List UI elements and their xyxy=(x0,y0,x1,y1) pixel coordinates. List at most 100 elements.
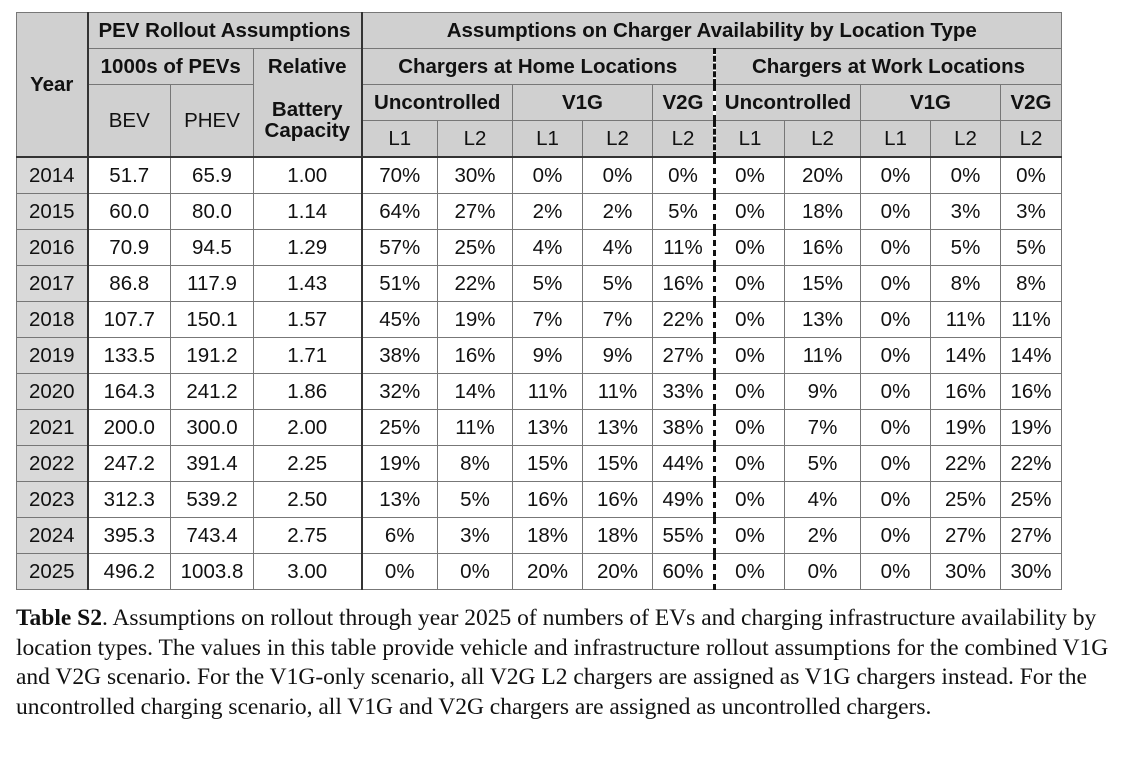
work-v2g-header: V2G xyxy=(1000,84,1062,121)
work-v2g-l2-cell: 19% xyxy=(1000,409,1062,446)
home-uncontrolled-l2-cell: 14% xyxy=(437,373,513,410)
home-v1g-l1-cell: 16% xyxy=(512,481,583,518)
bev-cell: 312.3 xyxy=(87,481,171,518)
home-v1g-l1-cell: 13% xyxy=(512,409,583,446)
work-v1g-l2-cell: 22% xyxy=(930,445,1001,482)
rollout-assumptions-table: Year PEV Rollout Assumptions Assumptions… xyxy=(16,12,1062,590)
battery-capacity-header: Battery Capacity xyxy=(253,84,363,158)
work-uncontrolled-l2-cell: 9% xyxy=(784,373,861,410)
home-uncontrolled-l2-cell: 22% xyxy=(437,265,513,302)
home-v1g-l1-cell: 15% xyxy=(512,445,583,482)
home-uncontrolled-l1-cell: 70% xyxy=(361,156,438,194)
home-v2g-l2-cell: 33% xyxy=(652,373,715,410)
year-cell: 2018 xyxy=(16,301,89,338)
phev-cell: 191.2 xyxy=(170,337,254,374)
work-v1g-l1-cell: 0% xyxy=(860,301,931,338)
work-v1g-l2-cell: 3% xyxy=(930,193,1001,230)
work-v1g-l1-cell: 0% xyxy=(860,553,931,590)
home-v1g-l2-cell: 4% xyxy=(582,229,653,266)
home-uncontrolled-l1-cell: 57% xyxy=(361,229,438,266)
header-row-3: BEV PHEV Battery Capacity Uncontrolled V… xyxy=(17,84,1062,158)
home-v1g-l1-cell: 20% xyxy=(512,553,583,590)
home-v2g-header: V2G xyxy=(652,84,715,121)
work-uncontrolled-l1-cell: 0% xyxy=(713,301,785,338)
home-uncontrolled-l1-header: L1 xyxy=(361,120,438,158)
relative-header: Relative xyxy=(253,48,363,85)
table-row: 2020 164.3 241.2 1.86 32% 14% 11% 11% 33% 0% 9% 0% 1… xyxy=(16,373,1062,410)
home-v1g-l2-cell: 9% xyxy=(582,337,653,374)
work-v1g-header: V1G xyxy=(860,84,1001,121)
battery-capacity-cell: 1.14 xyxy=(253,193,363,230)
year-cell: 2016 xyxy=(16,229,89,266)
caption-label: Table S2 xyxy=(16,605,102,631)
home-v1g-l2-cell: 20% xyxy=(582,553,653,590)
work-v1g-l1-cell: 0% xyxy=(860,156,931,194)
table-row: 2017 86.8 117.9 1.43 51% 22% 5% 5% 16% 0% 15% 0% 8% 8… xyxy=(16,265,1062,302)
battery-label: Battery xyxy=(271,97,343,121)
home-v2g-l2-cell: 16% xyxy=(652,265,715,302)
work-v1g-l1-cell: 0% xyxy=(860,193,931,230)
work-v1g-l2-cell: 16% xyxy=(930,373,1001,410)
home-v1g-l2-cell: 15% xyxy=(582,445,653,482)
work-v2g-l2-cell: 22% xyxy=(1000,445,1062,482)
work-v1g-l1-cell: 0% xyxy=(860,517,931,554)
home-uncontrolled-l2-cell: 19% xyxy=(437,301,513,338)
battery-capacity-cell: 2.75 xyxy=(253,517,363,554)
home-v2g-l2-cell: 22% xyxy=(652,301,715,338)
header-row-1: Year PEV Rollout Assumptions Assumptions… xyxy=(16,12,1062,158)
home-v1g-l1-cell: 2% xyxy=(512,193,583,230)
work-uncontrolled-l2-cell: 7% xyxy=(784,409,861,446)
battery-capacity-cell: 1.00 xyxy=(253,156,363,194)
phev-cell: 94.5 xyxy=(170,229,254,266)
work-v1g-l2-cell: 14% xyxy=(930,337,1001,374)
year-cell: 2014 xyxy=(16,156,89,194)
year-cell: 2025 xyxy=(16,553,89,590)
home-v1g-l2-cell: 11% xyxy=(582,373,653,410)
home-uncontrolled-l2-cell: 11% xyxy=(437,409,513,446)
year-header: Year xyxy=(16,12,89,158)
home-uncontrolled-l2-cell: 16% xyxy=(437,337,513,374)
home-uncontrolled-l1-cell: 25% xyxy=(361,409,438,446)
charger-availability-header: Assumptions on Charger Availability by L… xyxy=(361,12,1062,49)
work-v2g-l2-cell: 5% xyxy=(1000,229,1062,266)
home-uncontrolled-l2-cell: 0% xyxy=(437,553,513,590)
home-v1g-l1-cell: 11% xyxy=(512,373,583,410)
work-uncontrolled-l2-cell: 5% xyxy=(784,445,861,482)
battery-capacity-cell: 2.00 xyxy=(253,409,363,446)
home-uncontrolled-l2-cell: 25% xyxy=(437,229,513,266)
work-uncontrolled-l2-cell: 11% xyxy=(784,337,861,374)
home-v2g-l2-cell: 5% xyxy=(652,193,715,230)
work-uncontrolled-l2-cell: 16% xyxy=(784,229,861,266)
bev-cell: 133.5 xyxy=(87,337,171,374)
table-row: 2023 312.3 539.2 2.50 13% 5% 16% 16% 49% 0% 4% 0% 25… xyxy=(16,481,1062,518)
home-v1g-l2-cell: 0% xyxy=(582,156,653,194)
work-v1g-l2-cell: 19% xyxy=(930,409,1001,446)
home-v1g-l1-cell: 18% xyxy=(512,517,583,554)
battery-capacity-cell: 1.57 xyxy=(253,301,363,338)
work-uncontrolled-l1-cell: 0% xyxy=(713,193,785,230)
battery-capacity-cell: 1.43 xyxy=(253,265,363,302)
home-v2g-l2-cell: 44% xyxy=(652,445,715,482)
work-v1g-l2-cell: 11% xyxy=(930,301,1001,338)
year-cell: 2024 xyxy=(16,517,89,554)
bev-cell: 70.9 xyxy=(87,229,171,266)
home-v2g-l2-cell: 11% xyxy=(652,229,715,266)
work-v1g-l2-cell: 25% xyxy=(930,481,1001,518)
work-uncontrolled-l1-cell: 0% xyxy=(713,445,785,482)
home-v1g-header: V1G xyxy=(512,84,653,121)
bev-cell: 496.2 xyxy=(87,553,171,590)
home-uncontrolled-l2-cell: 3% xyxy=(437,517,513,554)
home-uncontrolled-l2-header: L2 xyxy=(437,120,513,158)
work-uncontrolled-l2-cell: 18% xyxy=(784,193,861,230)
work-v1g-l2-header: L2 xyxy=(930,120,1001,158)
bev-header: BEV xyxy=(87,84,171,158)
work-v1g-l1-cell: 0% xyxy=(860,409,931,446)
work-uncontrolled-l2-cell: 13% xyxy=(784,301,861,338)
work-v1g-l1-cell: 0% xyxy=(860,481,931,518)
home-v2g-l2-cell: 0% xyxy=(652,156,715,194)
work-uncontrolled-l1-cell: 0% xyxy=(713,409,785,446)
table-row: 2019 133.5 191.2 1.71 38% 16% 9% 9% 27% 0% 11% 0% 14… xyxy=(16,337,1062,374)
work-uncontrolled-l1-header: L1 xyxy=(713,120,785,158)
work-v2g-l2-cell: 14% xyxy=(1000,337,1062,374)
work-chargers-header: Chargers at Work Locations xyxy=(713,48,1062,85)
